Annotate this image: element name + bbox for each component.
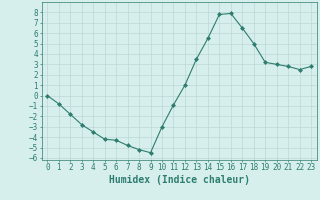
X-axis label: Humidex (Indice chaleur): Humidex (Indice chaleur) xyxy=(109,175,250,185)
